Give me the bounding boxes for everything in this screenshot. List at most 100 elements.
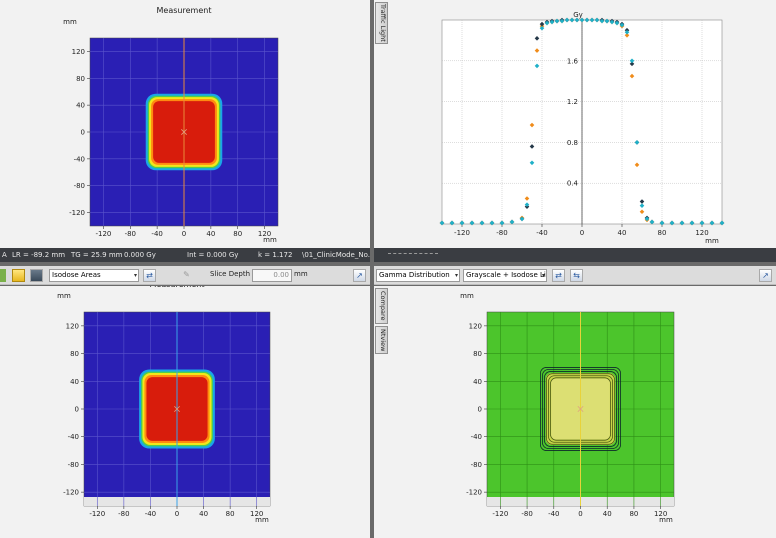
x-tick-label: 40: [199, 510, 208, 518]
save-disk-icon[interactable]: [30, 269, 43, 282]
status-dose: 0.000 Gy: [124, 251, 156, 259]
x-tick-label: 80: [226, 510, 235, 518]
top-right-view[interactable]: Gy mm -120 -80 -40 0 40 80 120 1.6 1.2 0.8 0.4 Traff…: [374, 0, 776, 248]
y-tick-label: -40: [471, 433, 482, 441]
x-tick-label: 120: [654, 510, 667, 518]
center-marker: [577, 405, 584, 413]
x-tick-label: -120: [95, 230, 111, 238]
x-axis-unit: mm: [705, 237, 719, 245]
status-k: k = 1.172: [258, 251, 293, 259]
x-tick-label: -80: [496, 229, 507, 237]
y-tick-label: 80: [70, 350, 79, 358]
swap-icon[interactable]: ⇄: [143, 269, 156, 282]
slice-depth-unit: mm: [294, 270, 308, 278]
prev-icon[interactable]: [0, 269, 6, 282]
top-left-view[interactable]: Measurement mm mm 120 80 40 0 -40 -80 -120 -120 -80…: [0, 0, 370, 248]
compare-tab[interactable]: Compare: [375, 288, 388, 324]
bottom-left-view[interactable]: Measurementmmmm12080400-40-80-120-120-80…: [0, 286, 370, 538]
x-tick-label: 120: [258, 230, 271, 238]
status-prefix: A: [2, 251, 7, 259]
x-tick-label: -40: [151, 230, 162, 238]
y-tick-label: 120: [469, 322, 482, 330]
status-lr: LR = -89.2 mm: [12, 251, 66, 259]
x-tick-label: -80: [118, 510, 129, 518]
x-tick-label: -120: [89, 510, 105, 518]
y-tick-label: 0: [81, 129, 85, 137]
y-tick-label: 1.6: [567, 57, 579, 65]
x-tick-label: -120: [454, 229, 470, 237]
data-point: [709, 220, 715, 226]
maximize-icon[interactable]: ↗: [353, 269, 366, 282]
center-marker: [181, 129, 187, 135]
y-tick-label: 40: [76, 102, 85, 110]
ntview-tab[interactable]: Ntview: [375, 326, 388, 354]
y-tick-label: -120: [69, 209, 85, 217]
measurement-dose-map-bottom[interactable]: Measurementmmmm12080400-40-80-120-120-80…: [0, 286, 370, 538]
y-tick-label: 0: [75, 406, 79, 414]
y-tick-label: 0.8: [567, 139, 578, 147]
display-mode-select-label: Grayscale + Isodose Li: [466, 271, 546, 279]
maximize-icon[interactable]: ↗: [759, 269, 772, 282]
tool-disabled-icon[interactable]: ✎: [183, 270, 190, 279]
ntview-tab-label: Ntview: [379, 328, 387, 352]
y-axis-unit: mm: [57, 292, 71, 300]
data-point: [689, 220, 695, 226]
chevron-down-icon: ▾: [133, 272, 137, 279]
x-tick-label: 120: [250, 510, 263, 518]
right-toolbar: Gamma Distribution ▾ Grayscale + Isodose…: [374, 266, 776, 285]
y-tick-label: 120: [72, 48, 85, 56]
x-axis-unit: mm: [255, 516, 269, 524]
data-point: [459, 220, 465, 226]
x-tick-label: 0: [578, 510, 582, 518]
panel-title: Measurement: [150, 286, 205, 289]
status-file: \01_ClinicMode_No...: [302, 251, 370, 259]
isodose-areas-select[interactable]: Isodose Areas ▾: [49, 269, 139, 282]
y-tick-label: 0: [478, 406, 482, 414]
open-folder-icon[interactable]: [12, 269, 25, 282]
y-tick-label: 80: [473, 350, 482, 358]
data-point: [499, 220, 505, 226]
slice-depth-label: Slice Depth: [210, 270, 251, 278]
x-tick-label: 80: [658, 229, 667, 237]
y-tick-label: -80: [68, 461, 79, 469]
y-tick-label: 40: [70, 378, 79, 386]
compare-tab-label: Compare: [379, 291, 387, 321]
bottom-right-view[interactable]: mm mm 120 80 40 0 -40 -80 -120 -120 -80 -40 0 40 80 120…: [374, 286, 776, 538]
status-int: Int = 0.000 Gy: [187, 251, 239, 259]
y-tick-label: -120: [63, 489, 79, 497]
y-tick-label: -80: [471, 461, 482, 469]
data-point: [489, 220, 495, 226]
chevron-down-icon: ▾: [454, 272, 458, 279]
display-mode-select[interactable]: Grayscale + Isodose Li ▾: [463, 269, 547, 282]
y-tick-label: -120: [466, 489, 482, 497]
data-point: [669, 220, 675, 226]
x-axis-unit: mm: [659, 516, 673, 524]
traffic-light-tab-label: Traffic Light: [379, 4, 387, 42]
x-tick-label: 0: [182, 230, 186, 238]
slice-depth-input[interactable]: 0.00: [252, 269, 292, 282]
chart-title: Gy: [573, 11, 583, 19]
x-tick-label: -40: [145, 510, 156, 518]
data-point: [699, 220, 705, 226]
swap-icon[interactable]: ⇄: [552, 269, 565, 282]
data-point: [469, 220, 475, 226]
data-point: [679, 220, 685, 226]
x-tick-label: 0: [580, 229, 584, 237]
x-tick-label: -40: [536, 229, 547, 237]
y-tick-label: 0.4: [567, 180, 579, 188]
data-point: [439, 220, 445, 226]
x-tick-label: -80: [125, 230, 136, 238]
status-tg: TG = 25.9 mm: [71, 251, 123, 259]
y-tick-label: 80: [76, 75, 85, 83]
gamma-distribution-select-label: Gamma Distribution: [379, 271, 450, 279]
swap-alt-icon[interactable]: ⇆: [570, 269, 583, 282]
panel-title: Measurement: [157, 6, 212, 15]
y-tick-label: -80: [74, 182, 85, 190]
gamma-distribution-select[interactable]: Gamma Distribution ▾: [376, 269, 460, 282]
traffic-light-tab[interactable]: Traffic Light: [375, 2, 388, 44]
dose-profile-chart[interactable]: Gy mm -120 -80 -40 0 40 80 120 1.6 1.2 0.8 0.4: [374, 0, 776, 248]
isodose-areas-select-label: Isodose Areas: [52, 271, 101, 279]
y-tick-label: 120: [66, 322, 79, 330]
